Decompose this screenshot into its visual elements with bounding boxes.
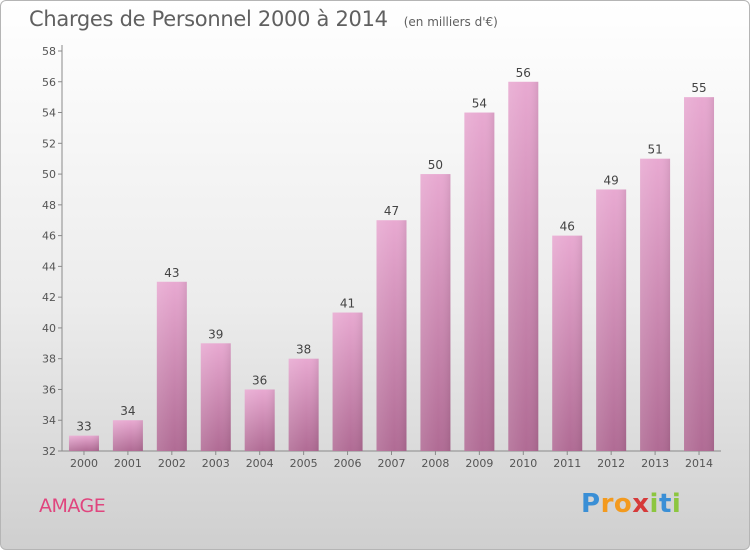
bar-shade — [596, 189, 627, 451]
data-label: 38 — [296, 343, 311, 357]
x-tick-label: 2002 — [158, 457, 186, 470]
y-tick-label: 46 — [42, 230, 56, 243]
x-tick-label: 2000 — [70, 457, 98, 470]
commune-name: AMAGE — [39, 495, 106, 517]
y-tick-label: 52 — [42, 137, 56, 150]
data-label: 56 — [516, 66, 531, 80]
bar-shade — [332, 312, 363, 451]
logo-letter: P — [581, 489, 601, 519]
x-tick-label: 2001 — [114, 457, 142, 470]
proxiti-logo: Proxiti — [581, 489, 681, 519]
data-label: 54 — [472, 97, 487, 111]
y-tick-label: 34 — [42, 414, 56, 427]
bar-shade — [420, 174, 451, 452]
data-label: 41 — [340, 297, 355, 311]
bar-shade — [68, 435, 99, 451]
y-tick-label: 32 — [42, 445, 56, 458]
bars-group: 33 34 43 39 36 38 41 47 50 54 56 46 49 51 55 — [68, 66, 715, 452]
x-tick-label: 2012 — [597, 457, 625, 470]
x-tick-label: 2004 — [246, 457, 274, 470]
y-tick-label: 58 — [42, 45, 56, 58]
logo-letter: t — [658, 489, 672, 519]
chart-title: Charges de Personnel 2000 à 2014 — [29, 7, 388, 31]
data-label: 50 — [428, 158, 443, 172]
logo-letter: i — [671, 489, 682, 519]
y-tick-label: 56 — [42, 76, 56, 89]
x-tick-label: 2007 — [378, 457, 406, 470]
x-tick-label: 2005 — [290, 457, 318, 470]
x-tick-label: 2009 — [465, 457, 493, 470]
logo-letter: o — [613, 489, 633, 519]
x-axis: 2000 2001 2002 2003 2004 2005 2006 2007 2008 2009… — [62, 450, 721, 470]
data-label: 39 — [208, 327, 223, 341]
data-label: 46 — [560, 220, 575, 234]
bar-shade — [156, 281, 187, 451]
x-tick-label: 2013 — [641, 457, 669, 470]
x-tick-label: 2010 — [509, 457, 537, 470]
logo-letter: r — [600, 489, 614, 519]
y-axis: 32 34 36 38 40 42 44 46 48 50 52 54 56 58 — [42, 45, 63, 458]
chart-subtitle: (en milliers d'€) — [403, 15, 498, 29]
data-label: 33 — [76, 420, 91, 434]
y-tick-label: 40 — [42, 322, 56, 335]
y-tick-label: 44 — [42, 260, 56, 273]
bar-shade — [244, 389, 275, 451]
bar-shade — [640, 158, 671, 451]
y-tick-label: 38 — [42, 353, 56, 366]
data-label: 51 — [647, 143, 662, 157]
x-tick-label: 2011 — [553, 457, 581, 470]
title-line: Charges de Personnel 2000 à 2014 (en mill… — [29, 7, 498, 31]
data-label: 36 — [252, 373, 267, 387]
y-tick-label: 48 — [42, 199, 56, 212]
y-tick-label: 54 — [42, 107, 56, 120]
bar-shade — [552, 235, 583, 451]
bar-shade — [288, 358, 319, 451]
x-tick-label: 2008 — [421, 457, 449, 470]
y-tick-label: 42 — [42, 291, 56, 304]
bar-shade — [464, 112, 495, 452]
data-label: 55 — [691, 81, 706, 95]
bar-shade — [508, 81, 539, 452]
logo-letter: i — [649, 489, 659, 519]
bar-shade — [376, 220, 407, 451]
data-label: 43 — [164, 266, 179, 280]
x-tick-label: 2003 — [202, 457, 230, 470]
logo-letter: x — [632, 489, 650, 519]
bar-shade — [112, 420, 143, 451]
bar-shade — [200, 343, 231, 451]
x-tick-label: 2006 — [334, 457, 362, 470]
data-label: 34 — [120, 404, 135, 418]
bar-shade — [684, 97, 715, 452]
data-label: 47 — [384, 204, 399, 218]
y-tick-label: 50 — [42, 168, 56, 181]
x-tick-label: 2014 — [685, 457, 713, 470]
y-tick-label: 36 — [42, 383, 56, 396]
data-label: 49 — [604, 173, 619, 187]
